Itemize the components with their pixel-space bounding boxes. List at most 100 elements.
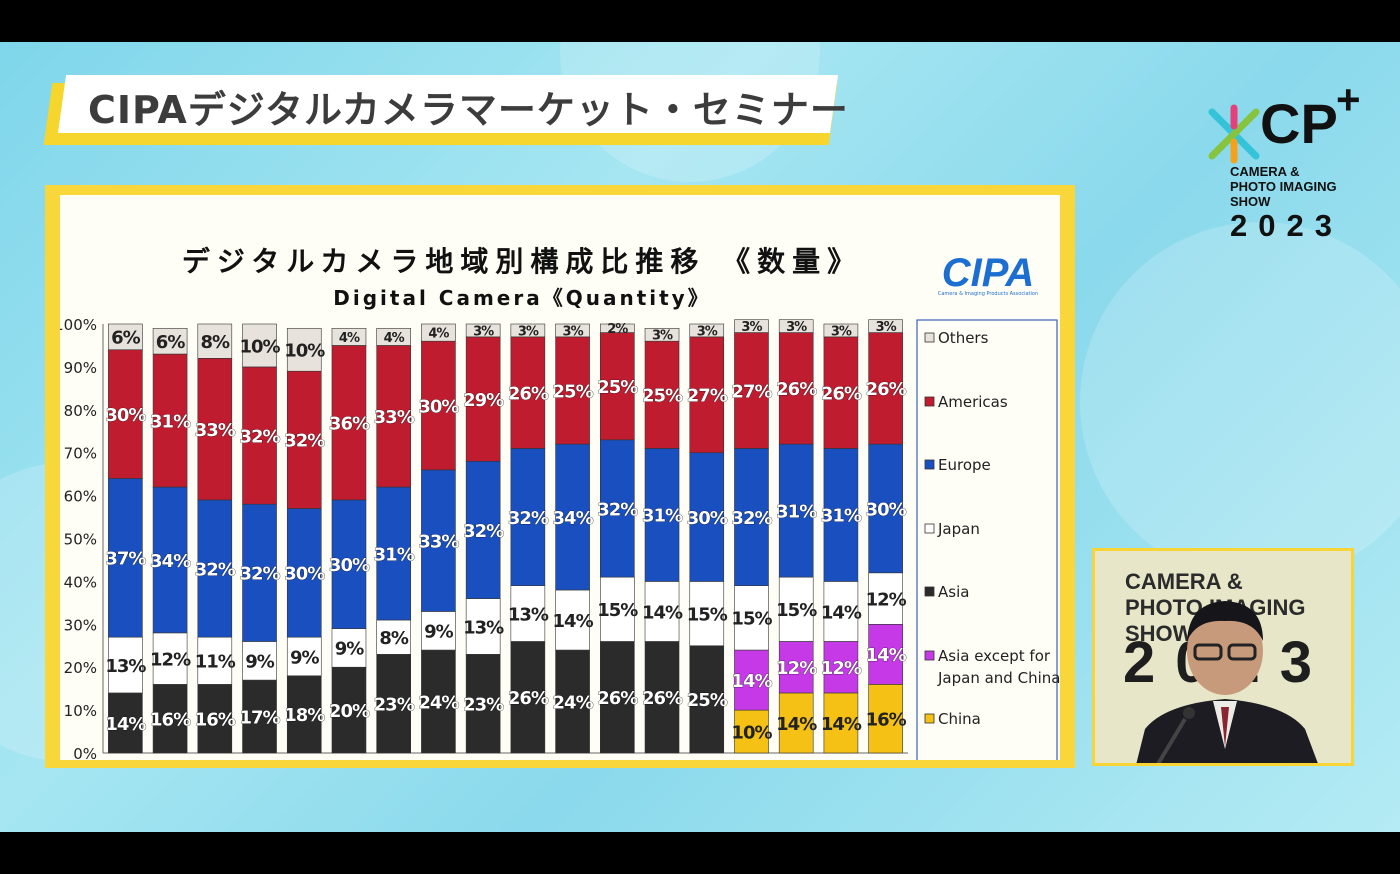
bar-segment-japan — [465, 598, 501, 655]
seminar-title: CIPAデジタルカメラマーケット・セミナー — [88, 88, 849, 132]
y-tick-label: 100% — [60, 316, 97, 334]
data-label: 31% — [374, 544, 415, 565]
data-label: 9% — [424, 622, 454, 643]
data-label: 32% — [463, 521, 504, 542]
legend-label: Japan and China — [937, 669, 1060, 687]
data-label: 26% — [776, 379, 817, 400]
bar-segment-others — [376, 327, 411, 346]
bar-segment-americas — [286, 370, 322, 509]
cipa-logo-text: CIPA — [942, 251, 1035, 295]
bar-segment-asia — [286, 675, 322, 754]
data-label: 30% — [329, 555, 370, 576]
bar-segment-americas — [689, 336, 725, 453]
data-label: 16% — [866, 710, 907, 731]
bar-segment-japan — [421, 611, 456, 651]
y-tick-label: 50% — [64, 531, 97, 549]
bar-segment-americas — [108, 349, 143, 479]
data-label: 6% — [111, 328, 141, 349]
y-tick-label: 0% — [73, 745, 97, 760]
background-bubble — [1080, 222, 1400, 582]
bar-segment-asia — [421, 649, 456, 754]
data-label: 3% — [652, 329, 673, 344]
data-label: 34% — [553, 508, 594, 529]
bar-segment-asia — [197, 684, 233, 754]
data-label: 27% — [731, 381, 772, 402]
data-label: 26% — [866, 379, 907, 400]
bar-segment-asia — [376, 654, 411, 754]
bar-segment-others — [868, 319, 903, 333]
bar-segment-others — [644, 327, 680, 342]
bar-segment-others — [778, 319, 814, 333]
data-label: 10% — [239, 336, 280, 357]
data-label: 30% — [866, 499, 907, 520]
legend-swatch-asia — [924, 586, 935, 597]
data-label: 32% — [597, 499, 638, 520]
data-label: 4% — [428, 327, 449, 342]
bar-segment-europe — [197, 499, 233, 638]
bar-segment-china — [734, 709, 769, 754]
data-label: 10% — [284, 341, 325, 362]
bar-segment-japan — [555, 589, 590, 651]
data-label: 36% — [329, 414, 370, 435]
data-label: 3% — [518, 324, 539, 339]
data-label: 14% — [105, 714, 146, 735]
chart-subtitle: Digital Camera《Quantity》 — [333, 286, 710, 310]
data-label: 2% — [607, 322, 628, 337]
bar-segment-others — [510, 323, 546, 338]
data-label: 15% — [731, 609, 772, 630]
bar-segment-japan — [644, 581, 680, 642]
data-label: 31% — [642, 506, 683, 527]
bar-segment-americas — [465, 336, 501, 462]
data-label: 26% — [821, 383, 862, 404]
bar-segment-europe — [331, 499, 367, 629]
bar-segment-others — [465, 323, 501, 338]
bar-segment-japan — [376, 619, 411, 655]
bar-segment-others — [197, 323, 233, 359]
legend-label: Japan — [937, 520, 980, 538]
bar-segment-asia_except — [823, 641, 859, 694]
bar-segment-japan — [600, 576, 635, 642]
legend-swatch-asia_except — [924, 650, 935, 661]
data-label: 9% — [245, 652, 275, 673]
data-label: 16% — [195, 710, 236, 731]
bar-segment-china — [868, 684, 903, 754]
bar-segment-japan — [242, 641, 277, 681]
data-label: 24% — [553, 692, 594, 713]
bar-segment-japan — [689, 581, 725, 647]
data-label: 31% — [821, 506, 862, 527]
bar-segment-others — [555, 323, 590, 338]
bar-segment-europe — [600, 439, 635, 578]
data-label: 12% — [776, 658, 817, 679]
data-label: 32% — [731, 508, 772, 529]
data-label: 26% — [508, 688, 549, 709]
bar-segment-others — [286, 327, 322, 372]
data-label: 23% — [463, 695, 504, 716]
chart-title: デジタルカメラ地域別構成比推移 《数量》 — [182, 245, 862, 278]
bar-segment-europe — [108, 478, 143, 638]
data-label: 14% — [821, 602, 862, 623]
bar-segment-japan — [868, 572, 903, 625]
legend-label: Asia — [938, 583, 969, 601]
data-label: 31% — [150, 411, 191, 432]
bar-segment-asia — [510, 641, 546, 754]
event-subtitle: CAMERA & PHOTO IMAGING SHOW — [1230, 164, 1337, 209]
bar-segment-americas — [823, 336, 859, 449]
bar-segment-asia — [242, 679, 277, 754]
data-label: 3% — [473, 324, 494, 339]
slide-card: デジタルカメラ地域別構成比推移 《数量》 Digital Camera《Quant… — [60, 195, 1060, 760]
legend-label: China — [938, 710, 981, 728]
data-label: 32% — [195, 559, 236, 580]
bar-segment-others — [421, 323, 456, 342]
data-label: 25% — [597, 377, 638, 398]
bar-segment-asia — [555, 649, 590, 754]
bar-segment-europe — [689, 452, 725, 582]
bar-segment-europe — [465, 460, 501, 599]
bar-segment-americas — [152, 353, 188, 488]
data-label: 18% — [284, 705, 325, 726]
bar-segment-japan — [510, 585, 546, 642]
legend-label: Europe — [938, 456, 991, 474]
data-label: 33% — [195, 420, 236, 441]
bar-segment-europe — [644, 448, 680, 582]
bar-segment-americas — [644, 340, 680, 449]
bar-segment-asia — [152, 684, 188, 754]
